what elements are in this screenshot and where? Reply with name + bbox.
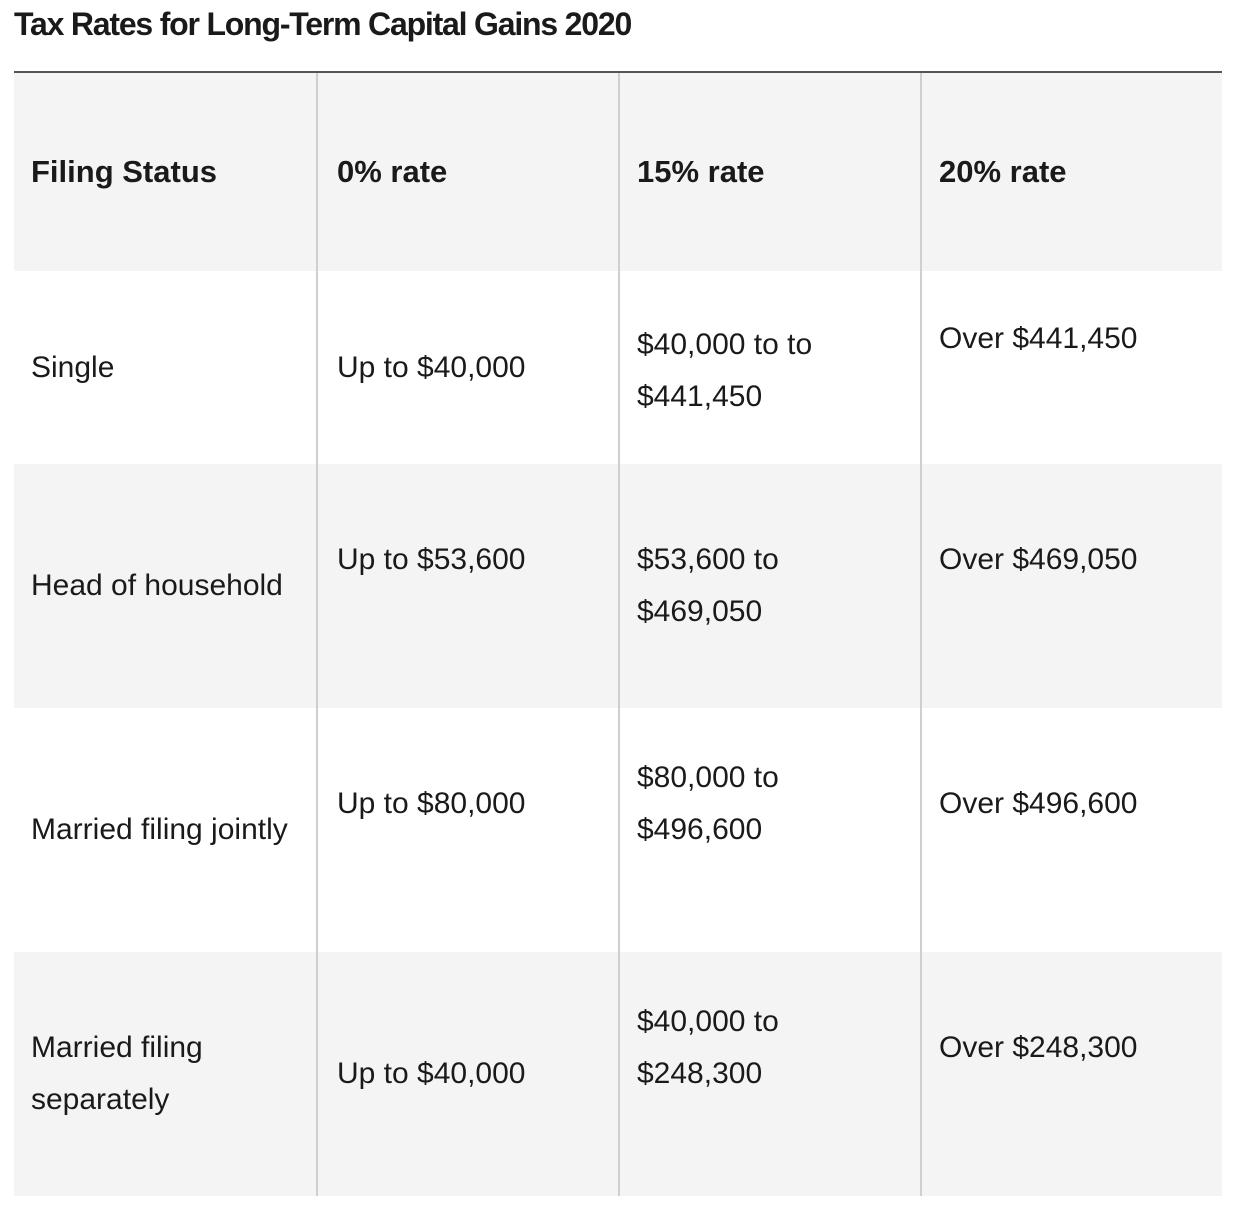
cell-15-rate: $53,600 to $469,050 [618,464,920,708]
tax-rates-table: Filing Status 0% rate 15% rate 20% rate … [14,73,1222,1196]
cell-20-rate: Over $248,300 [920,952,1222,1196]
table-header-row: Filing Status 0% rate 15% rate 20% rate [14,73,1222,271]
table-row: Head of household Up to $53,600 $53,600 … [14,464,1222,708]
cell-15-rate: $40,000 to to $441,450 [618,271,920,464]
cell-0-rate: Up to $53,600 [316,464,618,708]
cell-0-rate: Up to $80,000 [316,708,618,952]
header-filing-status: Filing Status [31,154,217,189]
cell-filing-status: Married filing separately [31,1031,203,1116]
cell-20-rate: Over $469,050 [920,464,1222,708]
page-title: Tax Rates for Long-Term Capital Gains 20… [14,6,632,42]
header-20-rate: 20% rate [920,73,1222,271]
cell-filing-status: Head of household [31,569,283,602]
header-0-rate: 0% rate [316,73,618,271]
cell-0-rate: Up to $40,000 [316,952,618,1196]
cell-filing-status: Single [31,350,115,384]
cell-15-rate: $80,000 to $496,600 [618,708,920,952]
table-row: Single Up to $40,000 $40,000 to to $441,… [14,271,1222,464]
title-divider [14,71,1222,73]
cell-15-rate: $40,000 to $248,300 [618,952,920,1196]
table-row: Married filing separately Up to $40,000 … [14,952,1222,1196]
cell-20-rate: Over $496,600 [920,708,1222,952]
cell-20-rate: Over $441,450 [920,271,1222,464]
table-row: Married filing jointly Up to $80,000 $80… [14,708,1222,952]
cell-filing-status: Married filing jointly [31,813,288,846]
header-15-rate: 15% rate [618,73,920,271]
cell-0-rate: Up to $40,000 [316,271,618,464]
